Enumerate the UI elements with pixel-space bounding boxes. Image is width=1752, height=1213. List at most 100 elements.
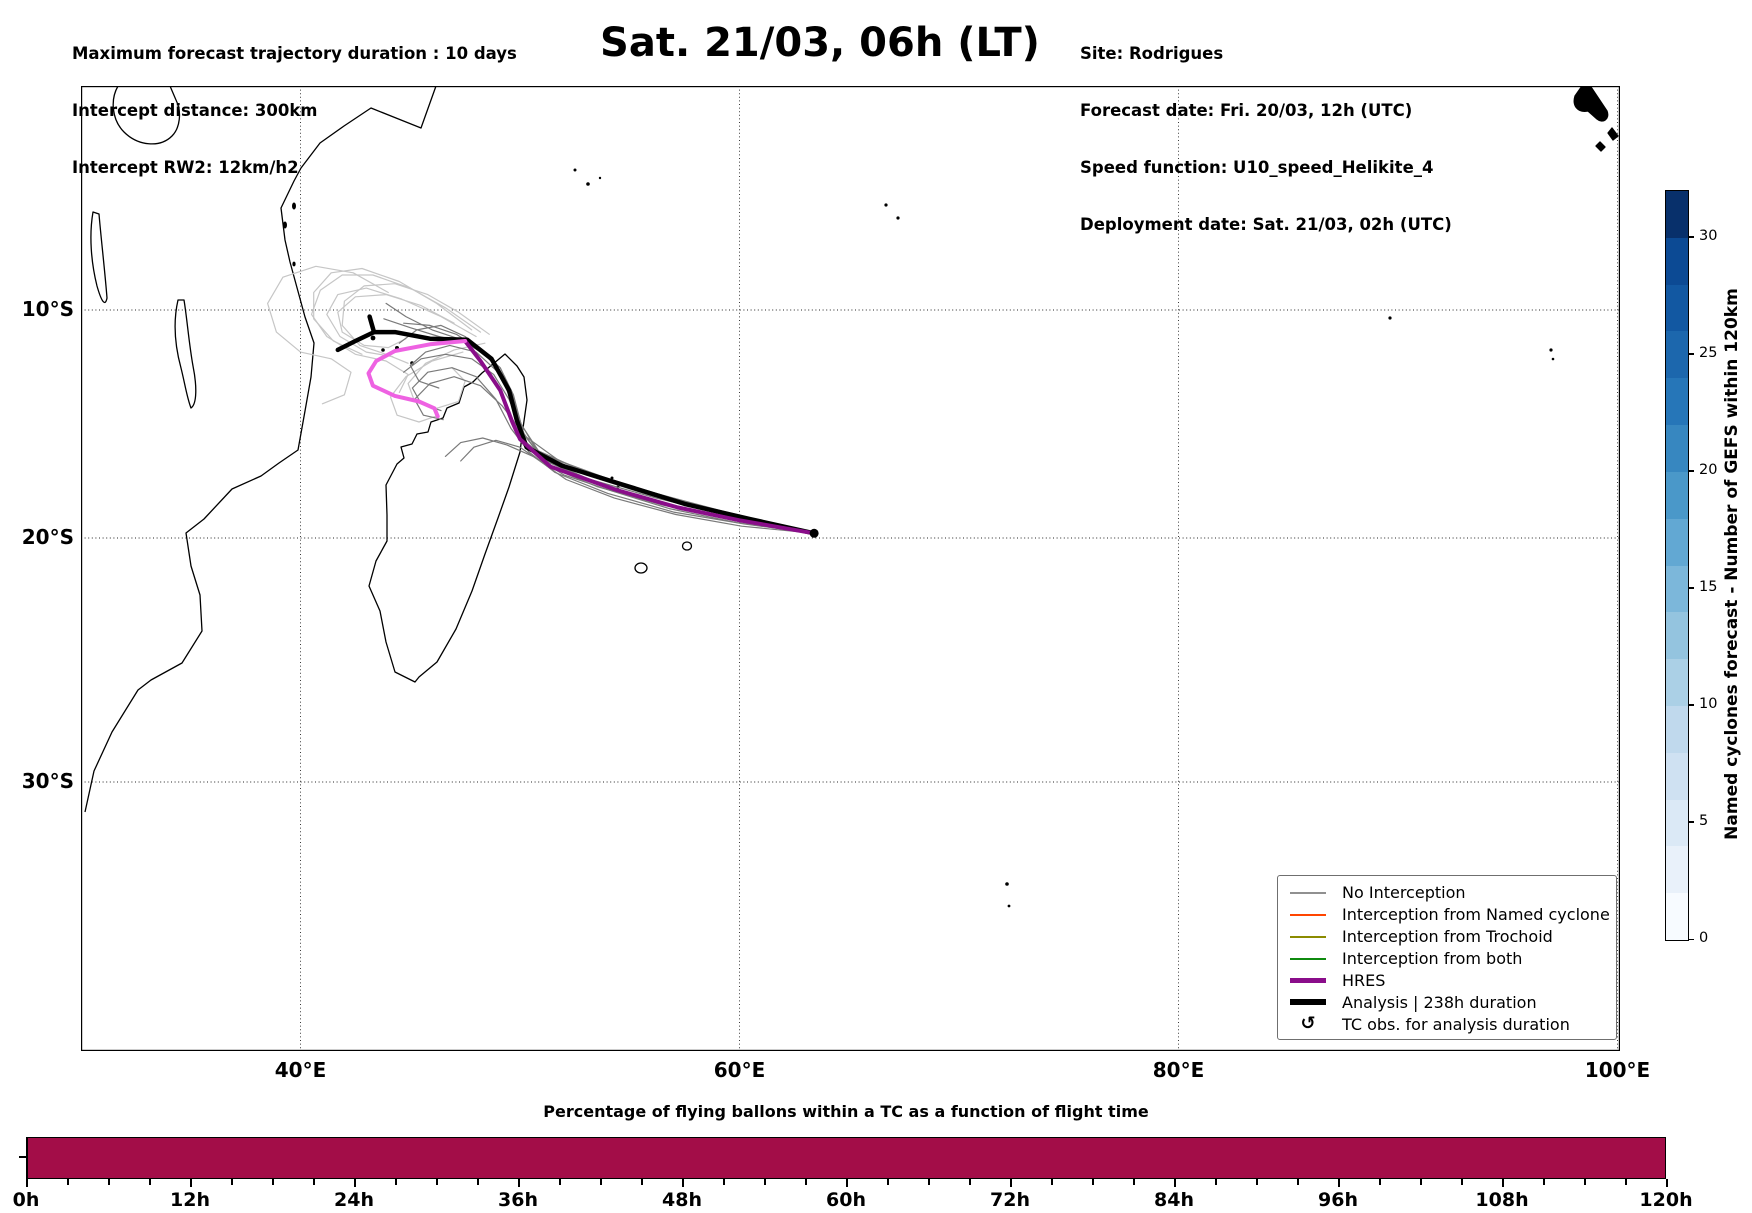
legend-label: Interception from both [1342, 949, 1523, 968]
track-ensemble-faint-6 [341, 283, 490, 364]
colorbar-segment [1666, 191, 1688, 238]
bottom-xtick [969, 1179, 971, 1185]
bottom-xtick [108, 1179, 110, 1185]
bottom-xtick [928, 1179, 930, 1185]
track-ensemble-gray-8 [414, 376, 815, 534]
bottom-xtick [1461, 1179, 1463, 1185]
legend-label: Interception from Named cyclone [1342, 905, 1610, 925]
legend-row: ↺ TC obs. for analysis duration [1290, 1013, 1606, 1035]
pemba-island [292, 202, 296, 210]
bottom-xtick-label: 84h [1154, 1189, 1194, 1211]
bottom-xtick-label: 24h [334, 1189, 374, 1211]
legend-row: Interception from Trochoid [1290, 926, 1606, 948]
bottom-xtick [1174, 1179, 1176, 1187]
chagos-island [896, 216, 900, 220]
bottom-xtick [846, 1179, 848, 1187]
lake-tanganyika [90, 211, 108, 303]
track-hres-forecast [366, 339, 468, 419]
bottom-xtick [1338, 1179, 1340, 1187]
seychelles-island-3 [598, 176, 602, 180]
colorbar-label: Named cyclones forecast - Number of GEFS… [1722, 288, 1742, 840]
bottom-xtick [1092, 1179, 1094, 1185]
bottom-xtick-label: 48h [662, 1189, 702, 1211]
max-duration-text: Maximum forecast trajectory duration : 1… [72, 44, 517, 63]
speck-island-1 [1388, 316, 1392, 320]
intercept-rw2-text: Intercept RW2: 12km/h2 [72, 158, 299, 177]
bottom-chart-title: Percentage of flying ballons within a TC… [543, 1102, 1149, 1121]
colorbar-segment [1666, 331, 1688, 379]
track-hres-analysis [463, 339, 817, 536]
legend-label: No Interception [1342, 883, 1466, 903]
bottom-xtick [313, 1179, 315, 1185]
legend-line-swatch [1290, 999, 1326, 1006]
bottom-xtick [231, 1179, 233, 1185]
legend-row: Analysis | 238h duration [1290, 991, 1606, 1013]
bottom-xtick [1215, 1179, 1217, 1185]
bottom-xtick [1584, 1179, 1586, 1185]
bottom-xtick [67, 1179, 69, 1185]
bottom-xtick [887, 1179, 889, 1185]
tc-symbol-icon: ↺ [1300, 1013, 1316, 1035]
bottom-xtick [272, 1179, 274, 1185]
bottom-xtick-label: 36h [498, 1189, 538, 1211]
colorbar-tick [1688, 704, 1694, 706]
bottom-xtick [1133, 1179, 1135, 1185]
bottom-xtick [1256, 1179, 1258, 1185]
bottom-xtick-label: 60h [826, 1189, 866, 1211]
bottom-xtick [1666, 1179, 1668, 1187]
coastlines [84, 86, 1619, 813]
colorbar-segment [1666, 752, 1688, 800]
colorbar-tick [1688, 587, 1694, 589]
colorbar-tick-label: 15 [1699, 578, 1718, 595]
track-ensemble-gray-1 [383, 318, 815, 534]
site-info-block: Site: Rodrigues Forecast date: Fri. 20/0… [1080, 6, 1452, 272]
colorbar-tick [1688, 470, 1694, 472]
amsterdam-island [1007, 904, 1011, 908]
track-ensemble-faint-1 [326, 287, 477, 358]
track-ensemble-gray-10 [403, 322, 815, 534]
colorbar-segment [1666, 799, 1688, 847]
colorbar-label-wrap: Named cyclones forecast - Number of GEFS… [1704, 164, 1752, 964]
colorbar-segment [1666, 284, 1688, 332]
site-text: Site: Rodrigues [1080, 44, 1224, 63]
colorbar-tick-label: 5 [1699, 812, 1709, 829]
rodrigues-site-marker [809, 528, 819, 538]
bottom-xtick [354, 1179, 356, 1187]
legend-label: HRES [1342, 970, 1386, 990]
bottom-xtick [559, 1179, 561, 1185]
colorbar-segment [1666, 659, 1688, 706]
lake-victoria [112, 86, 181, 145]
colorbar-tick [1688, 938, 1694, 940]
bottom-xtick [436, 1179, 438, 1185]
colorbar-tick-label: 0 [1699, 930, 1709, 946]
seychelles-island-1 [573, 168, 577, 172]
bottom-xtick [1543, 1179, 1545, 1185]
track-ensemble-faint-3 [313, 267, 473, 355]
bottom-xtick [1051, 1179, 1053, 1185]
bottom-ytick [19, 1156, 26, 1158]
track-ensemble-gray-9 [460, 439, 815, 534]
legend-label: TC obs. for analysis duration [1342, 1014, 1570, 1034]
map-gridlines [81, 86, 1620, 1051]
madagascar-coastline [368, 353, 528, 683]
track-analysis [371, 329, 817, 536]
balloon-bar-axes [26, 1137, 1666, 1179]
map-border [81, 86, 1620, 1051]
bottom-xtick [1502, 1179, 1504, 1187]
bottom-xtick [190, 1179, 192, 1187]
bottom-xtick [1625, 1179, 1627, 1185]
bottom-xtick [682, 1179, 684, 1187]
bottom-xtick [395, 1179, 397, 1185]
reunion-island [634, 562, 648, 574]
legend-line-swatch [1290, 977, 1326, 983]
colorbar-segment [1666, 565, 1688, 613]
forecast-params-block: Maximum forecast trajectory duration : 1… [72, 6, 517, 215]
colorbar-tick [1688, 236, 1694, 238]
xtick-label-100°E: 100°E [1584, 1058, 1651, 1082]
cocos-island-2 [1551, 357, 1555, 361]
legend-label: Analysis | 238h duration [1342, 992, 1537, 1012]
mafia-island [292, 261, 296, 267]
colorbar-segment [1666, 378, 1688, 426]
xtick-label-60°E: 60°E [713, 1058, 766, 1082]
colorbar-segment [1666, 612, 1688, 660]
